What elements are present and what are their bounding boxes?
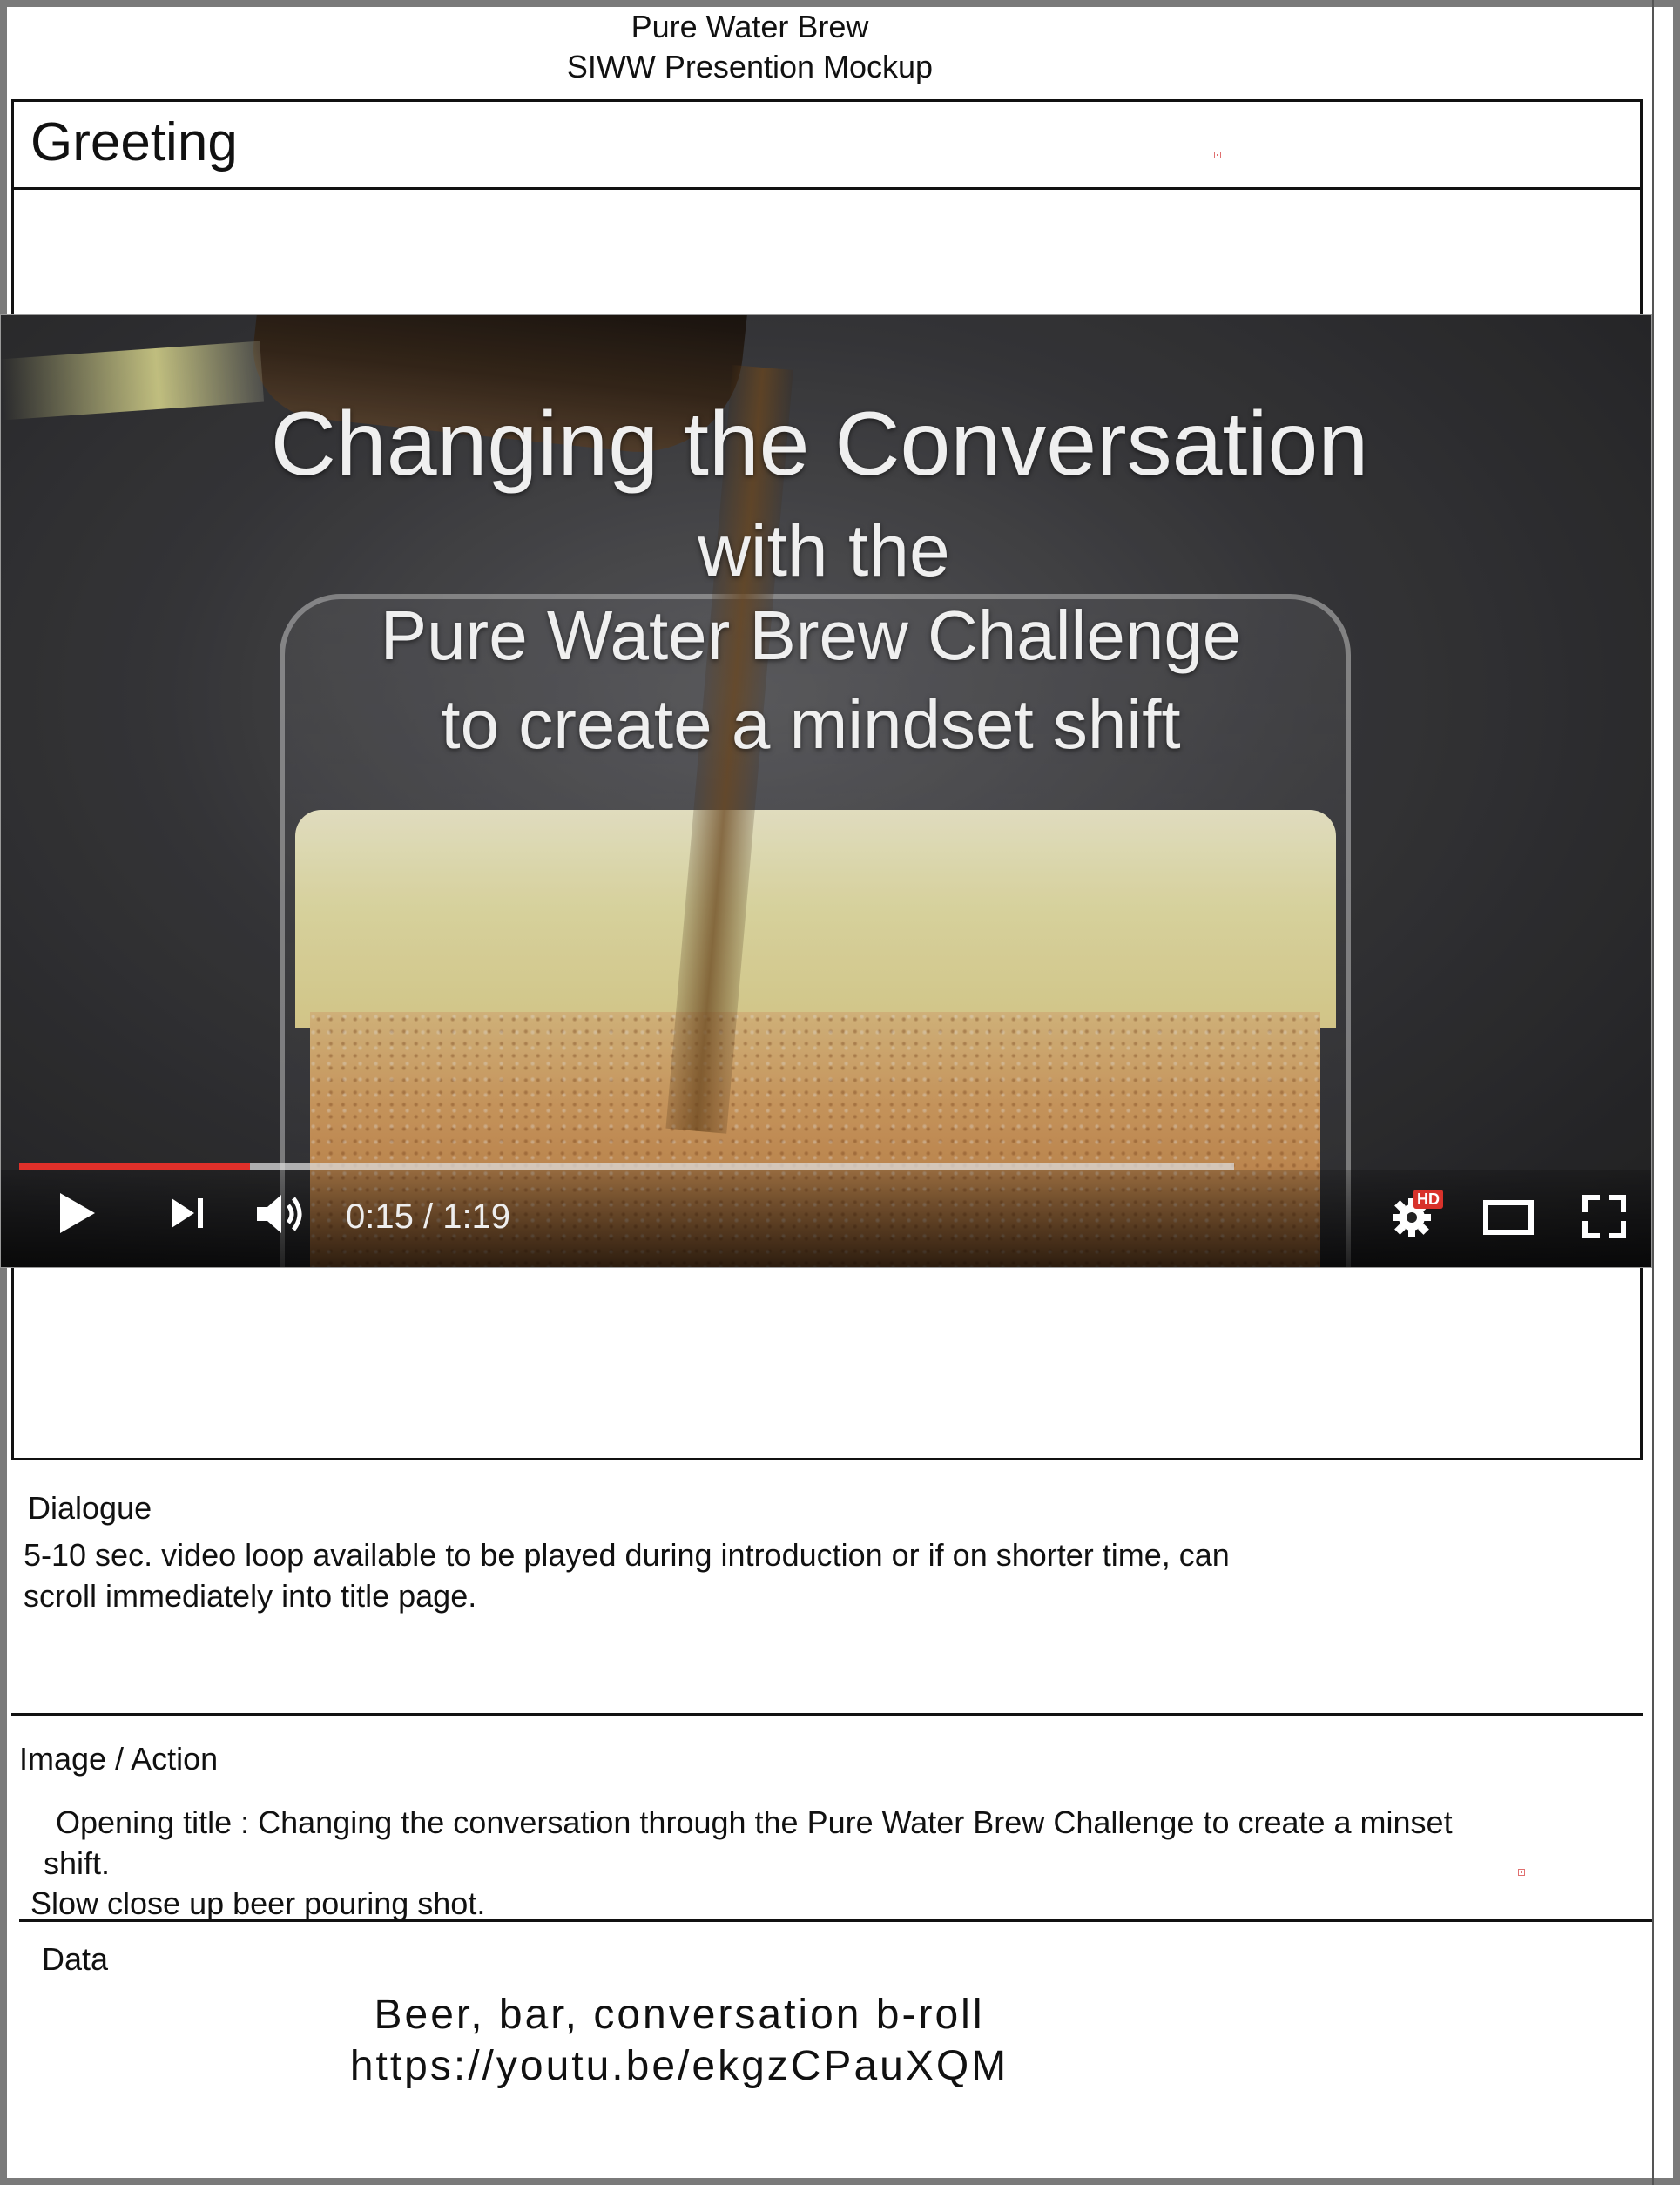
video-title-line: to create a mindset shift (441, 685, 1181, 763)
section-divider (11, 1713, 1643, 1716)
video-progress-bar[interactable] (19, 1163, 1234, 1170)
beer-foam-image (295, 810, 1336, 1028)
dialogue-label: Dialogue (28, 1490, 152, 1526)
anchor-marker-icon (1214, 152, 1221, 158)
video-title-line: with the (698, 509, 950, 591)
next-icon-bar (198, 1198, 203, 1228)
video-shade (1, 315, 1651, 1267)
greeting-label: Greeting (30, 112, 238, 172)
document-header: Pure Water Brew SIWW Presention Mockup (0, 7, 1500, 87)
video-title-line: Pure Water Brew Challenge (380, 597, 1242, 674)
dialogue-text-line: scroll immediately into title page. (24, 1578, 477, 1614)
data-label: Data (42, 1941, 109, 1977)
fullscreen-corner (1582, 1221, 1600, 1238)
theater-mode-icon[interactable] (1483, 1200, 1534, 1235)
volume-icon[interactable] (255, 1191, 311, 1237)
fullscreen-corner (1609, 1195, 1626, 1212)
dialogue-text-line: 5-10 sec. video loop available to be pla… (24, 1537, 1230, 1573)
fullscreen-corner (1609, 1221, 1626, 1238)
video-progress-fill (19, 1163, 251, 1170)
play-icon[interactable] (60, 1193, 95, 1233)
data-link[interactable]: https://youtu.be/ekgzCPauXQM (349, 2043, 1009, 2089)
video-control-bar: 0:15 / 1:19 HD (1, 1170, 1651, 1267)
document-subtitle: SIWW Presention Mockup (566, 49, 934, 84)
next-icon[interactable] (172, 1197, 206, 1231)
next-icon-triangle (172, 1198, 194, 1228)
fullscreen-corner (1582, 1195, 1600, 1212)
volume-icon-glyph (257, 1195, 302, 1233)
hd-badge: HD (1413, 1190, 1443, 1209)
brand-title: Pure Water Brew (631, 9, 869, 44)
image-action-text-line: shift. (44, 1845, 111, 1881)
video-player[interactable]: Changing the Conversation with the Pure … (0, 314, 1652, 1268)
anchor-marker-icon (1518, 1869, 1525, 1876)
video-title-line: Changing the Conversation (270, 394, 1369, 495)
greeting-label-row: Greeting (14, 102, 1640, 190)
page-edge-divider (1652, 0, 1654, 2185)
video-time-display: 0:15 / 1:19 (346, 1197, 511, 1236)
fullscreen-icon[interactable] (1582, 1195, 1626, 1238)
section-divider (19, 1919, 1652, 1922)
image-action-label: Image / Action (19, 1741, 219, 1777)
image-action-text-line: Slow close up beer pouring shot. (30, 1885, 486, 1921)
data-description: Beer, bar, conversation b-roll (374, 1992, 985, 2038)
image-action-text-line: Opening title : Changing the conversatio… (56, 1804, 1453, 1840)
settings-icon[interactable]: HD (1391, 1190, 1443, 1238)
